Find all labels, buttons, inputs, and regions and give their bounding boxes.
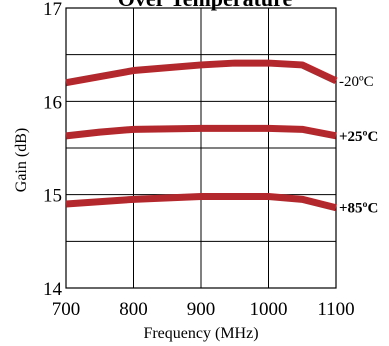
y-tick-label: 14 [43,279,63,300]
x-tick-label: 1000 [250,299,288,320]
x-tick-label: 800 [119,299,148,320]
series-lines [65,59,338,212]
chart-title: Over Temperature [118,0,293,11]
y-tick-label: 16 [43,92,62,113]
series-label-2: +85ºC [339,201,378,217]
y-tick-label: 17 [43,0,62,20]
series-labels: -20ºC +25ºC +85ºC [339,74,378,217]
series-label-1: +25ºC [339,129,378,145]
grid [65,7,337,289]
x-tick-label: 1100 [317,299,354,320]
y-axis-label: Gain (dB) [13,128,30,192]
series-label-0: -20ºC [339,74,374,90]
y-tick-label: 15 [43,186,62,207]
x-tick-label: 900 [187,299,216,320]
tick-labels: 700 800 900 1000 1100 14 15 16 17 [43,0,355,320]
series-line-1 [65,124,337,140]
series-line-0 [65,59,338,87]
x-tick-label: 700 [52,299,81,320]
x-axis-label: Frequency (MHz) [143,325,258,342]
series-line-2 [65,193,337,212]
